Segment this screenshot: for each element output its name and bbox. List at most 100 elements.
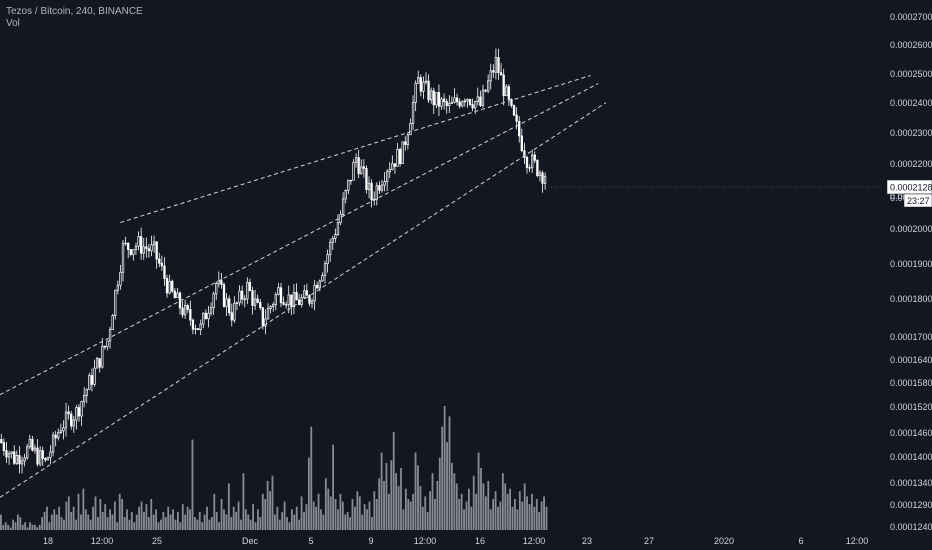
candle-body bbox=[46, 457, 50, 461]
candle bbox=[290, 294, 293, 316]
candle bbox=[111, 313, 114, 330]
candle bbox=[103, 345, 107, 350]
candle-body bbox=[261, 307, 265, 327]
volume-bar bbox=[402, 509, 405, 530]
candle bbox=[173, 287, 176, 299]
candle bbox=[152, 235, 156, 253]
volume-bar bbox=[458, 499, 461, 530]
candle-body bbox=[471, 104, 474, 109]
candle bbox=[181, 300, 184, 318]
volume-bar bbox=[80, 514, 82, 530]
volume-bar bbox=[152, 514, 155, 530]
candle-body bbox=[310, 300, 314, 304]
y-tick-label: 0.0001290 bbox=[890, 500, 932, 510]
candle-body bbox=[62, 427, 65, 432]
y-tick-label: 0.0001340 bbox=[890, 478, 932, 488]
candle-body bbox=[318, 280, 321, 289]
candle bbox=[339, 210, 342, 225]
candle-body bbox=[225, 298, 228, 307]
candle-body bbox=[308, 294, 311, 304]
candle bbox=[253, 289, 257, 310]
candle bbox=[279, 282, 283, 308]
candle bbox=[98, 358, 101, 373]
volume-bar bbox=[535, 499, 538, 530]
candle bbox=[147, 243, 151, 258]
volume-bar bbox=[220, 499, 223, 530]
volume-bar bbox=[172, 509, 174, 530]
volume-bar bbox=[189, 509, 191, 530]
candle-body bbox=[28, 438, 31, 448]
candle-body bbox=[507, 86, 511, 100]
volume-bar bbox=[356, 491, 359, 530]
volume-label[interactable]: Vol bbox=[6, 18, 20, 29]
candle-body bbox=[543, 175, 547, 184]
candle-body bbox=[468, 99, 472, 105]
candle-body bbox=[251, 290, 254, 306]
y-tick-label: 0.0001640 bbox=[890, 355, 932, 365]
candle-body bbox=[277, 287, 280, 295]
volume-bar bbox=[196, 519, 199, 530]
volume-bar bbox=[9, 527, 12, 530]
volume-bar bbox=[242, 473, 245, 530]
candle bbox=[427, 74, 430, 103]
candle bbox=[20, 456, 24, 474]
candle bbox=[233, 296, 236, 323]
volume-bar bbox=[341, 501, 344, 530]
volume-bar bbox=[12, 519, 14, 530]
volume-bar bbox=[482, 483, 485, 530]
candle-body bbox=[331, 238, 334, 243]
candle-body bbox=[505, 86, 508, 96]
candle-body bbox=[435, 92, 438, 106]
candle bbox=[228, 295, 231, 316]
volume-bar bbox=[320, 509, 322, 530]
candle-body bbox=[10, 451, 13, 454]
candle bbox=[396, 142, 399, 167]
volume-bar bbox=[130, 511, 133, 530]
candle-body bbox=[453, 97, 456, 103]
volume-bar bbox=[145, 504, 148, 530]
candle-body bbox=[13, 451, 16, 464]
symbol-title[interactable]: Tezos / Bitcoin, 240, BINANCE bbox=[6, 6, 143, 17]
candle-body bbox=[499, 72, 503, 76]
volume-bar bbox=[257, 509, 259, 530]
volume-bar bbox=[121, 499, 124, 530]
candle bbox=[243, 295, 246, 308]
candle bbox=[171, 279, 174, 294]
volume-bar bbox=[470, 506, 473, 530]
candle bbox=[51, 431, 55, 457]
candle bbox=[417, 70, 420, 84]
countdown-value: 23:27 bbox=[907, 196, 930, 206]
candle-body bbox=[523, 150, 526, 158]
candle-body bbox=[430, 90, 433, 101]
volume-bar bbox=[167, 506, 170, 530]
candle bbox=[199, 319, 202, 336]
candle-body bbox=[321, 275, 324, 282]
candle bbox=[360, 159, 363, 175]
candle bbox=[445, 98, 448, 114]
candle bbox=[489, 63, 492, 90]
volume-bar bbox=[94, 496, 97, 530]
candle bbox=[158, 252, 161, 268]
candle-body bbox=[132, 249, 135, 255]
volume-bar bbox=[322, 514, 325, 530]
candle-series bbox=[0, 48, 547, 474]
candle bbox=[450, 96, 454, 104]
candle-body bbox=[124, 242, 127, 245]
volume-bar bbox=[89, 519, 92, 530]
candle bbox=[80, 400, 83, 426]
candle-body bbox=[370, 182, 373, 201]
volume-bar bbox=[104, 504, 107, 530]
volume-bar bbox=[271, 475, 274, 530]
volume-bar bbox=[446, 442, 448, 530]
candle bbox=[31, 435, 34, 452]
candle bbox=[357, 149, 360, 179]
candle bbox=[155, 241, 158, 269]
candle-body bbox=[207, 312, 210, 320]
candle bbox=[246, 277, 249, 305]
volume-bar bbox=[480, 468, 482, 530]
candle bbox=[44, 457, 47, 463]
candle bbox=[419, 74, 422, 97]
volume-bar bbox=[543, 496, 545, 530]
candle bbox=[282, 296, 285, 306]
